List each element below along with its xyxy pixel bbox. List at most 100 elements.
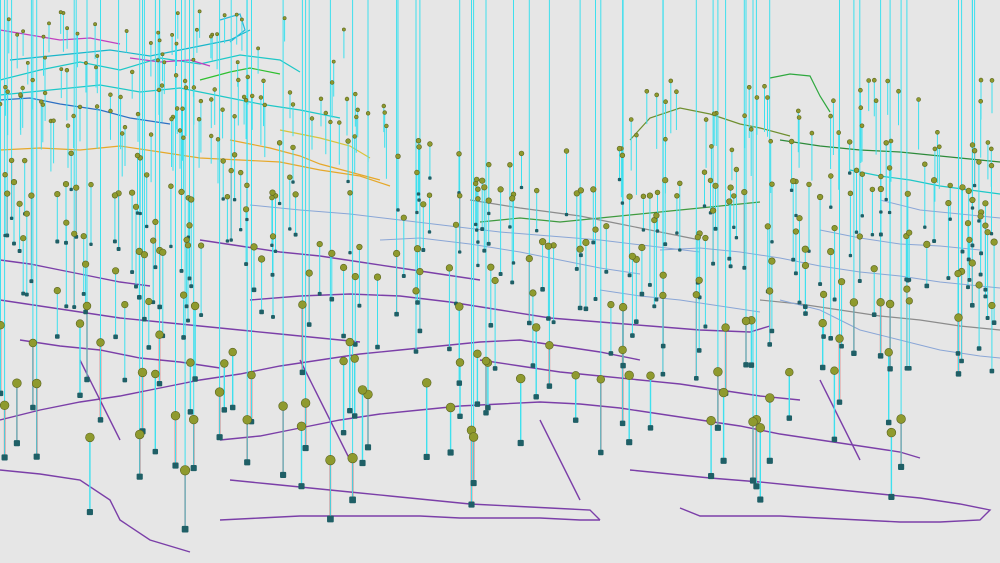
node-marker-143[interactable]: [836, 130, 842, 135]
node-marker-49[interactable]: [261, 78, 266, 84]
node-marker-254[interactable]: [764, 223, 771, 230]
node-marker-356[interactable]: [159, 248, 167, 256]
node-marker-287[interactable]: [71, 230, 78, 237]
node-marker-262[interactable]: [452, 221, 460, 228]
node-marker-42[interactable]: [181, 135, 186, 140]
node-marker-71[interactable]: [328, 119, 333, 125]
node-marker-258[interactable]: [481, 184, 488, 191]
node-marker-141[interactable]: [859, 123, 865, 129]
node-marker-352[interactable]: [870, 265, 878, 273]
node-marker-182[interactable]: [238, 169, 244, 176]
node-marker-226[interactable]: [152, 218, 159, 225]
node-marker-25[interactable]: [43, 55, 47, 60]
node-marker-314[interactable]: [351, 273, 359, 281]
node-marker-300[interactable]: [856, 233, 863, 240]
node-marker-285[interactable]: [984, 229, 991, 236]
node-marker-50[interactable]: [77, 104, 83, 110]
node-marker-368[interactable]: [876, 298, 885, 307]
node-marker-139[interactable]: [858, 87, 863, 93]
node-marker-211[interactable]: [8, 157, 15, 164]
node-marker-47[interactable]: [198, 98, 204, 104]
node-marker-396[interactable]: [618, 303, 628, 312]
node-marker-230[interactable]: [959, 184, 966, 191]
node-marker-369[interactable]: [455, 358, 465, 367]
node-marker-257[interactable]: [573, 190, 580, 197]
node-marker-420[interactable]: [468, 432, 479, 442]
node-marker-320[interactable]: [340, 263, 348, 272]
node-marker-196[interactable]: [828, 173, 834, 179]
node-marker-220[interactable]: [806, 181, 812, 188]
node-marker-336[interactable]: [638, 243, 646, 252]
node-marker-286[interactable]: [23, 210, 30, 217]
node-marker-240[interactable]: [479, 177, 486, 184]
node-marker-223[interactable]: [886, 165, 893, 171]
node-marker-233[interactable]: [509, 195, 516, 202]
node-marker-303[interactable]: [653, 212, 660, 219]
node-marker-113[interactable]: [858, 105, 864, 110]
node-marker-162[interactable]: [507, 162, 513, 168]
node-marker-419[interactable]: [242, 415, 252, 425]
node-marker-234[interactable]: [626, 193, 633, 200]
node-marker-58[interactable]: [180, 106, 185, 111]
node-marker-416[interactable]: [422, 378, 432, 388]
node-marker-398[interactable]: [785, 368, 794, 377]
node-marker-214[interactable]: [533, 187, 540, 194]
node-marker-87[interactable]: [250, 93, 255, 99]
node-marker-16[interactable]: [156, 58, 160, 63]
node-marker-235[interactable]: [727, 184, 734, 191]
node-marker-242[interactable]: [269, 189, 276, 196]
node-marker-324[interactable]: [525, 255, 533, 263]
node-marker-93[interactable]: [42, 90, 48, 96]
node-marker-377[interactable]: [646, 371, 655, 380]
node-marker-259[interactable]: [964, 220, 972, 227]
node-marker-386[interactable]: [96, 338, 105, 347]
node-marker-429[interactable]: [0, 400, 10, 410]
node-marker-265[interactable]: [792, 228, 800, 235]
node-marker-389[interactable]: [481, 356, 491, 366]
node-marker-243[interactable]: [16, 200, 23, 207]
node-marker-399[interactable]: [885, 299, 895, 309]
node-marker-302[interactable]: [930, 177, 938, 184]
node-marker-249[interactable]: [646, 192, 654, 199]
node-marker-150[interactable]: [796, 115, 802, 120]
node-marker-210[interactable]: [68, 150, 74, 157]
node-marker-69[interactable]: [382, 110, 387, 115]
node-marker-120[interactable]: [978, 99, 984, 104]
node-marker-124[interactable]: [873, 98, 879, 103]
node-marker-401[interactable]: [170, 411, 181, 421]
node-marker-412[interactable]: [278, 401, 288, 411]
node-marker-0[interactable]: [174, 41, 179, 46]
node-marker-390[interactable]: [298, 300, 307, 309]
node-marker-362[interactable]: [531, 323, 541, 332]
node-marker-239[interactable]: [497, 186, 504, 193]
node-marker-339[interactable]: [990, 238, 998, 246]
node-marker-392[interactable]: [618, 345, 627, 355]
node-marker-123[interactable]: [985, 140, 991, 145]
node-marker-35[interactable]: [160, 52, 165, 57]
node-marker-135[interactable]: [746, 85, 752, 90]
node-marker-427[interactable]: [135, 429, 145, 440]
node-marker-364[interactable]: [220, 359, 229, 368]
node-marker-144[interactable]: [768, 138, 774, 144]
node-marker-104[interactable]: [169, 116, 174, 122]
node-marker-39[interactable]: [156, 30, 161, 35]
node-marker-424[interactable]: [755, 423, 765, 433]
node-marker-103[interactable]: [175, 106, 180, 111]
node-marker-393[interactable]: [0, 321, 5, 330]
node-marker-128[interactable]: [748, 127, 754, 132]
node-marker-208[interactable]: [2, 172, 8, 178]
node-marker-137[interactable]: [742, 113, 747, 118]
node-marker-15[interactable]: [341, 27, 346, 32]
node-marker-171[interactable]: [563, 148, 570, 154]
node-marker-215[interactable]: [988, 162, 995, 169]
node-marker-173[interactable]: [922, 161, 928, 167]
node-marker-395[interactable]: [186, 358, 195, 367]
node-marker-40[interactable]: [209, 97, 214, 102]
node-marker-127[interactable]: [932, 146, 938, 152]
node-marker-206[interactable]: [228, 167, 234, 174]
node-marker-33[interactable]: [222, 13, 227, 18]
node-marker-23[interactable]: [208, 34, 213, 39]
node-marker-34[interactable]: [170, 33, 175, 37]
node-marker-159[interactable]: [969, 142, 976, 148]
node-marker-187[interactable]: [475, 196, 481, 202]
